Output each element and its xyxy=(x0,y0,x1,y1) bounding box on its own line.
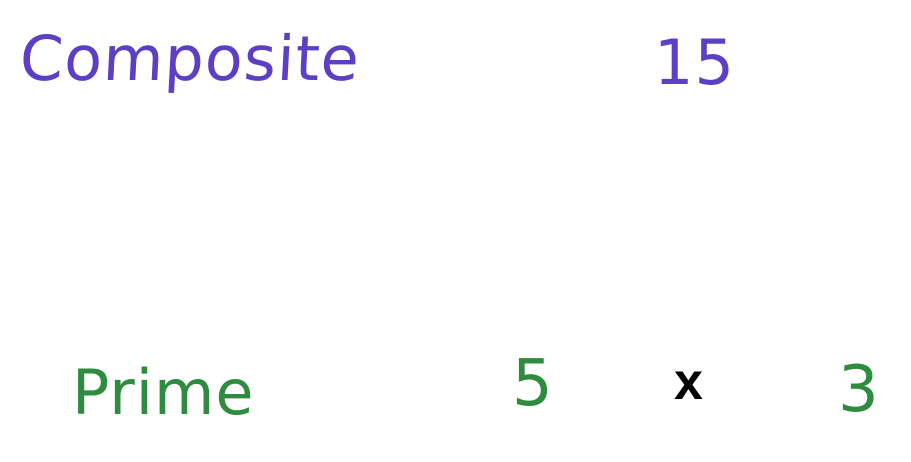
composite-label: Composite xyxy=(18,22,362,95)
multiplication-sign: x xyxy=(674,353,704,411)
prime-factor-second: 3 xyxy=(838,353,880,427)
composite-number: 15 xyxy=(654,26,735,99)
prime-factor-first: 5 xyxy=(512,347,554,421)
prime-label: Prime xyxy=(72,356,255,429)
